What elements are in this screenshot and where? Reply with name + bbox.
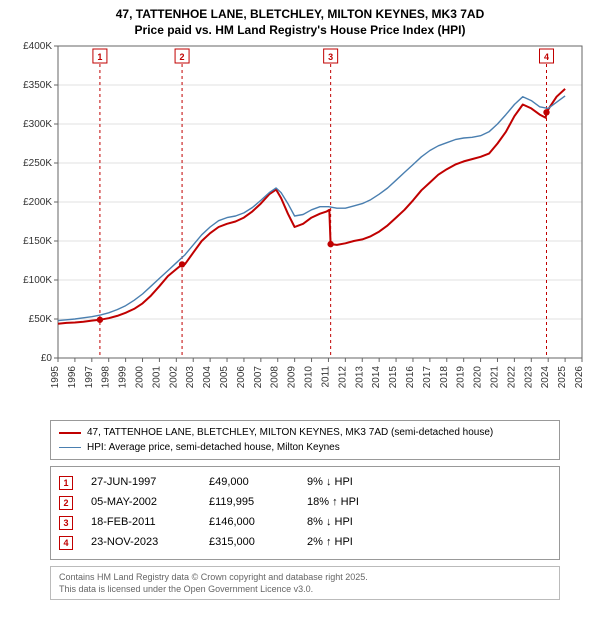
line-chart-svg: £0 £50K £100K £150K £200K £250K £300K £350K £400… [10, 40, 590, 410]
event-price: £315,000 [209, 533, 289, 553]
svg-text:£0: £0 [41, 353, 53, 364]
svg-text:£200K: £200K [23, 197, 52, 208]
svg-text:£300K: £300K [23, 119, 52, 130]
footer-line1: Contains HM Land Registry data © Crown c… [59, 571, 551, 583]
svg-text:2001: 2001 [151, 366, 162, 389]
legend-label: HPI: Average price, semi-detached house,… [87, 440, 340, 455]
legend-swatch [59, 447, 81, 448]
event-diff: 2% ↑ HPI [307, 533, 407, 553]
svg-text:£350K: £350K [23, 80, 52, 91]
svg-text:4: 4 [544, 52, 549, 62]
svg-text:2019: 2019 [456, 366, 467, 389]
svg-text:1: 1 [97, 52, 102, 62]
title-line2: Price paid vs. HM Land Registry's House … [8, 22, 592, 38]
event-row: 4 23-NOV-2023 £315,000 2% ↑ HPI [59, 533, 551, 553]
svg-text:1997: 1997 [84, 366, 95, 389]
svg-text:2009: 2009 [287, 366, 298, 389]
svg-text:£50K: £50K [29, 314, 53, 325]
svg-text:2004: 2004 [202, 366, 213, 389]
chart-area: £0 £50K £100K £150K £200K £250K £300K £350K £400… [10, 40, 590, 410]
event-table: 1 27-JUN-1997 £49,000 9% ↓ HPI 2 05-MAY-2002 £… [50, 466, 560, 559]
event-badge: 1 [59, 476, 73, 490]
event-badge: 3 [59, 516, 73, 530]
legend-box: 47, TATTENHOE LANE, BLETCHLEY, MILTON KE… [50, 420, 560, 460]
footer-box: Contains HM Land Registry data © Crown c… [50, 566, 560, 600]
svg-text:2002: 2002 [168, 366, 179, 389]
legend-label: 47, TATTENHOE LANE, BLETCHLEY, MILTON KE… [87, 425, 493, 440]
svg-text:2022: 2022 [506, 366, 517, 389]
svg-text:2005: 2005 [219, 366, 230, 389]
svg-text:2007: 2007 [253, 366, 264, 389]
svg-text:2016: 2016 [405, 366, 416, 389]
event-diff: 9% ↓ HPI [307, 473, 407, 493]
svg-text:2015: 2015 [388, 366, 399, 389]
legend-row: HPI: Average price, semi-detached house,… [59, 440, 551, 455]
svg-text:2023: 2023 [523, 366, 534, 389]
svg-text:1998: 1998 [101, 366, 112, 389]
svg-text:2013: 2013 [354, 366, 365, 389]
svg-text:2000: 2000 [135, 366, 146, 389]
svg-text:2014: 2014 [371, 366, 382, 389]
event-badge: 4 [59, 536, 73, 550]
event-date: 27-JUN-1997 [91, 473, 191, 493]
svg-text:1999: 1999 [118, 366, 129, 389]
svg-text:2008: 2008 [270, 366, 281, 389]
svg-text:2011: 2011 [320, 366, 331, 388]
svg-text:2012: 2012 [337, 366, 348, 389]
svg-text:2017: 2017 [422, 366, 433, 389]
event-row: 1 27-JUN-1997 £49,000 9% ↓ HPI [59, 473, 551, 493]
footer-line2: This data is licensed under the Open Gov… [59, 583, 551, 595]
event-diff: 8% ↓ HPI [307, 513, 407, 533]
svg-text:2018: 2018 [439, 366, 450, 389]
svg-text:2006: 2006 [236, 366, 247, 389]
event-row: 2 05-MAY-2002 £119,995 18% ↑ HPI [59, 493, 551, 513]
svg-text:2021: 2021 [489, 366, 500, 389]
svg-text:£400K: £400K [23, 41, 52, 52]
svg-text:2020: 2020 [473, 366, 484, 389]
event-date: 18-FEB-2011 [91, 513, 191, 533]
legend-row: 47, TATTENHOE LANE, BLETCHLEY, MILTON KE… [59, 425, 551, 440]
svg-text:£100K: £100K [23, 275, 52, 286]
svg-text:3: 3 [328, 52, 333, 62]
event-date: 05-MAY-2002 [91, 493, 191, 513]
svg-text:2025: 2025 [557, 366, 568, 389]
chart-title-block: 47, TATTENHOE LANE, BLETCHLEY, MILTON KE… [0, 0, 600, 40]
event-date: 23-NOV-2023 [91, 533, 191, 553]
svg-text:2024: 2024 [540, 366, 551, 389]
title-line1: 47, TATTENHOE LANE, BLETCHLEY, MILTON KE… [8, 6, 592, 22]
event-price: £49,000 [209, 473, 289, 493]
svg-text:£250K: £250K [23, 158, 52, 169]
svg-text:2003: 2003 [185, 366, 196, 389]
svg-text:2: 2 [180, 52, 185, 62]
event-diff: 18% ↑ HPI [307, 493, 407, 513]
svg-text:1996: 1996 [67, 366, 78, 389]
legend-swatch [59, 432, 81, 434]
svg-text:2010: 2010 [304, 366, 315, 389]
svg-text:2026: 2026 [574, 366, 585, 389]
event-badge: 2 [59, 496, 73, 510]
svg-text:1995: 1995 [50, 366, 61, 389]
event-price: £119,995 [209, 493, 289, 513]
event-row: 3 18-FEB-2011 £146,000 8% ↓ HPI [59, 513, 551, 533]
svg-text:£150K: £150K [23, 236, 52, 247]
event-price: £146,000 [209, 513, 289, 533]
